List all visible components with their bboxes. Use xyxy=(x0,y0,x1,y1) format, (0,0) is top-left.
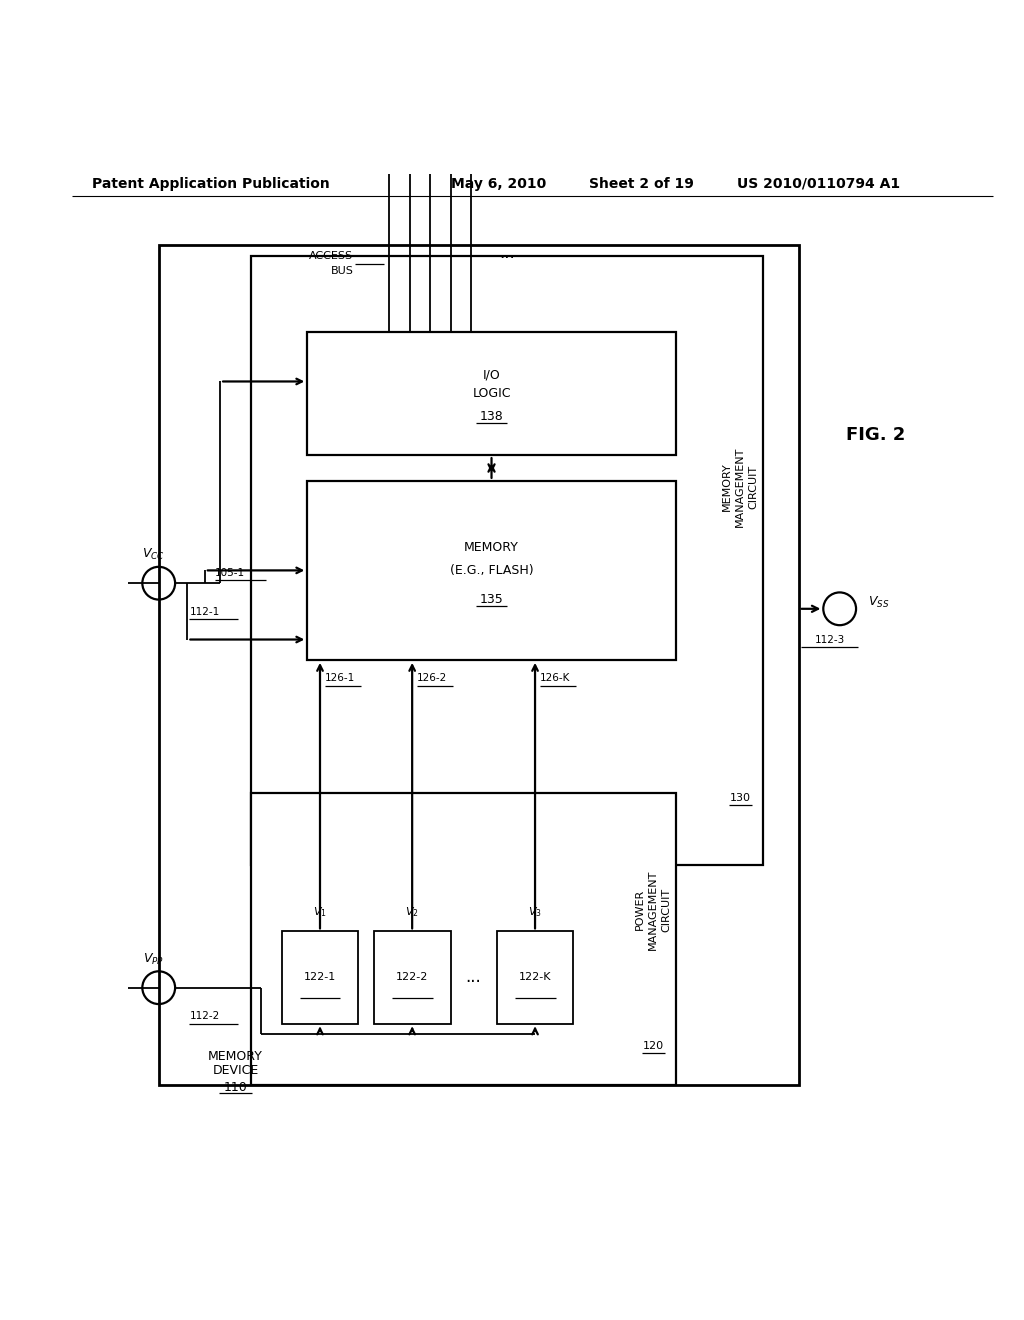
Bar xyxy=(307,480,676,660)
Text: $V_3$: $V_3$ xyxy=(528,906,542,919)
Text: I/O: I/O xyxy=(482,368,501,381)
Text: 122-2: 122-2 xyxy=(396,973,428,982)
Text: MEMORY: MEMORY xyxy=(208,1049,263,1063)
Text: POWER
MANAGEMENT
CIRCUIT: POWER MANAGEMENT CIRCUIT xyxy=(635,870,672,950)
Text: 126-K: 126-K xyxy=(541,673,570,684)
Bar xyxy=(307,333,676,455)
Text: May 6, 2010: May 6, 2010 xyxy=(451,177,546,191)
Text: Sheet 2 of 19: Sheet 2 of 19 xyxy=(589,177,693,191)
Text: 130: 130 xyxy=(730,793,751,804)
Text: MEMORY: MEMORY xyxy=(464,541,519,554)
Text: 112-2: 112-2 xyxy=(189,1011,220,1022)
Text: $V_{SS}$: $V_{SS}$ xyxy=(868,595,890,610)
Text: ...: ... xyxy=(499,244,515,261)
Bar xyxy=(159,246,799,1085)
Text: $V_{CC}$: $V_{CC}$ xyxy=(142,546,165,562)
Text: 122-1: 122-1 xyxy=(304,973,336,982)
Bar xyxy=(497,932,573,1023)
Text: ...: ... xyxy=(466,969,481,986)
Text: BUS: BUS xyxy=(331,265,353,276)
Text: (E.G., FLASH): (E.G., FLASH) xyxy=(450,564,534,577)
Text: 126-1: 126-1 xyxy=(326,673,355,684)
Text: ACCESS: ACCESS xyxy=(309,251,353,260)
Text: 135: 135 xyxy=(479,593,504,606)
Text: LOGIC: LOGIC xyxy=(472,387,511,400)
Bar xyxy=(374,932,451,1023)
Text: $V_1$: $V_1$ xyxy=(313,906,327,919)
Text: 112-3: 112-3 xyxy=(814,635,845,644)
Text: 126-2: 126-2 xyxy=(418,673,447,684)
Text: $V_2$: $V_2$ xyxy=(406,906,419,919)
Text: DEVICE: DEVICE xyxy=(212,1064,259,1077)
Bar xyxy=(251,793,676,1085)
Text: 112-1: 112-1 xyxy=(189,607,220,616)
Text: 120: 120 xyxy=(643,1041,664,1051)
Text: 110: 110 xyxy=(223,1081,248,1093)
Text: Patent Application Publication: Patent Application Publication xyxy=(92,177,330,191)
Bar xyxy=(251,256,763,865)
Text: FIG. 2: FIG. 2 xyxy=(846,426,905,444)
Text: $V_{PP}$: $V_{PP}$ xyxy=(143,952,164,966)
Text: 105-1: 105-1 xyxy=(215,568,245,578)
Text: MEMORY
MANAGEMENT
CIRCUIT: MEMORY MANAGEMENT CIRCUIT xyxy=(722,447,759,527)
Text: 122-K: 122-K xyxy=(519,973,551,982)
Bar xyxy=(282,932,358,1023)
Text: 138: 138 xyxy=(479,409,504,422)
Text: US 2010/0110794 A1: US 2010/0110794 A1 xyxy=(737,177,900,191)
